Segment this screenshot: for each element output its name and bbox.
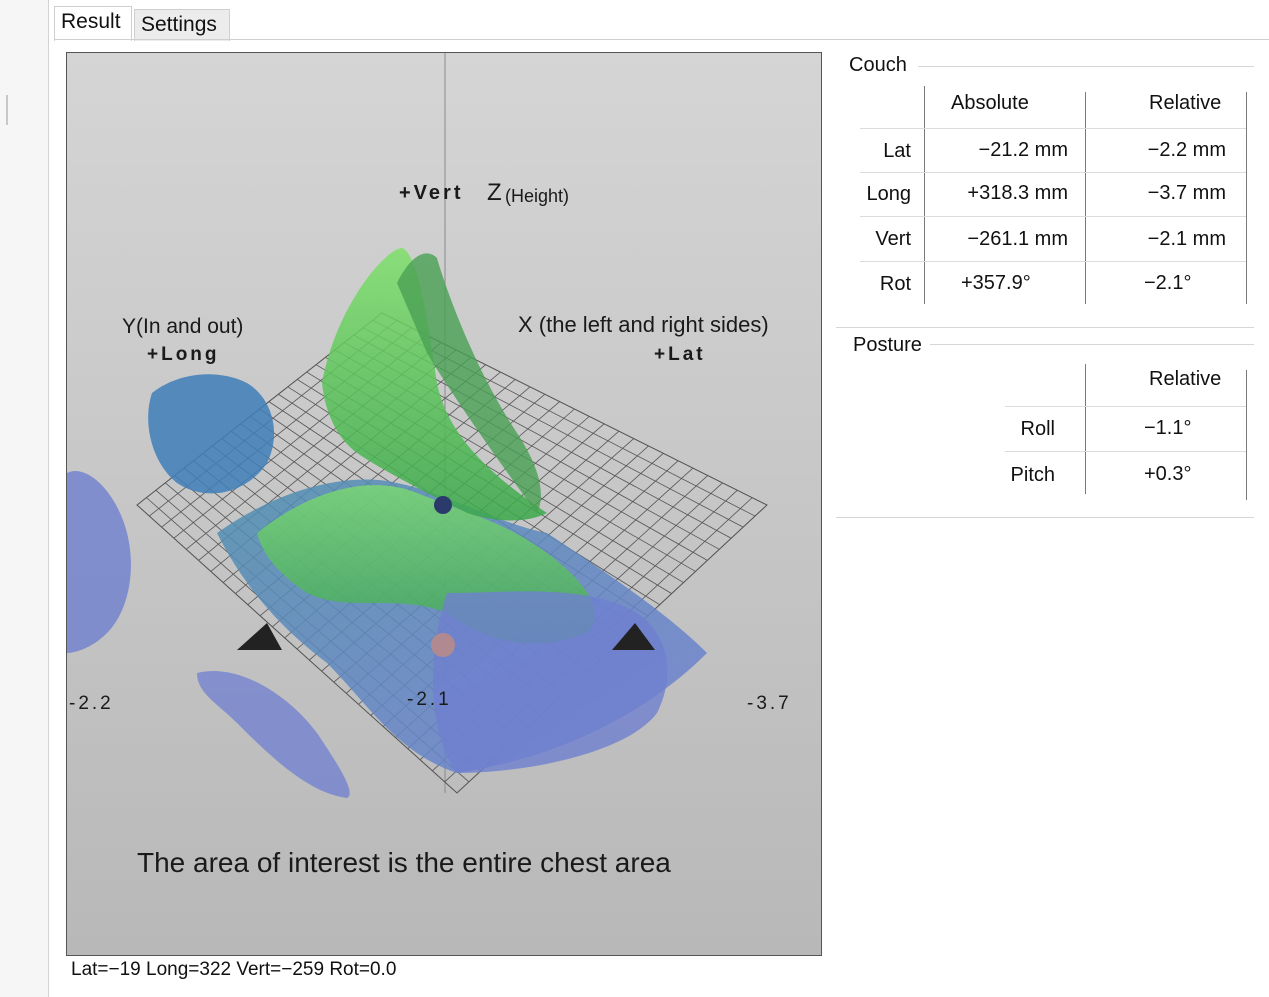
posture-row-label: Roll <box>1020 418 1055 440</box>
left-edge-surface <box>67 471 131 653</box>
left-panel-strip <box>0 0 49 997</box>
couch-header-absolute: Absolute <box>951 92 1029 114</box>
grid-outline <box>136 312 768 794</box>
lower-right-surface <box>433 591 668 773</box>
couch-row-label: Long <box>866 183 912 205</box>
lower-left-surface <box>197 671 350 798</box>
z-axis-note: (Height) <box>505 186 570 206</box>
x-axis-label: +Lat <box>654 344 706 365</box>
y-axis-name: Y(In and out) <box>122 315 244 338</box>
couch-row-absolute: −21.2 mm <box>978 139 1068 161</box>
right-cone-marker <box>612 623 655 650</box>
position-status: Lat=−19 Long=322 Vert=−259 Rot=0.0 <box>71 959 397 980</box>
couch-row-label: Rot <box>879 273 911 295</box>
surface-3d-viewer[interactable]: +Vert Z (Height) Y(In and out) +Long X (… <box>66 52 822 956</box>
tab-settings[interactable]: Settings <box>134 9 230 41</box>
couch-row-absolute: +318.3 mm <box>967 182 1068 204</box>
couch-row-relative: −2.1 mm <box>1147 228 1226 250</box>
splitter-handle[interactable] <box>6 95 8 125</box>
z-axis-name: Z <box>487 179 502 206</box>
couch-header-relative: Relative <box>1149 92 1222 114</box>
couch-row-label: Lat <box>883 140 911 162</box>
center-marker <box>434 496 452 514</box>
isocenter-marker <box>431 633 455 657</box>
couch-row-relative: −3.7 mm <box>1147 182 1226 204</box>
posture-group-bottom <box>836 517 1254 518</box>
couch-group-bottom <box>836 327 1254 328</box>
shoulder-ridge <box>397 253 541 513</box>
value-right: -3.7 <box>747 693 792 714</box>
shoulder-surface <box>322 248 547 521</box>
posture-title: Posture <box>853 334 930 357</box>
couch-row-relative: −2.2 mm <box>1147 139 1226 161</box>
arm-surface <box>148 374 275 494</box>
value-center: -2.1 <box>407 689 452 710</box>
tab-result[interactable]: Result <box>54 6 132 41</box>
posture-row-relative: +0.3° <box>1144 463 1192 485</box>
tab-divider <box>54 39 1269 40</box>
y-axis-label: +Long <box>147 344 220 365</box>
posture-header-relative: Relative <box>1149 368 1222 390</box>
posture-group-line <box>930 344 1254 345</box>
value-left: -2.2 <box>69 693 114 714</box>
couch-row-relative: −2.1° <box>1144 272 1192 294</box>
couch-row-absolute: +357.9° <box>961 272 1031 294</box>
z-axis-label: +Vert <box>399 182 464 204</box>
surface-render <box>67 53 768 798</box>
couch-row-absolute: −261.1 mm <box>967 228 1068 250</box>
couch-row-label: Vert <box>875 228 911 250</box>
couch-group-line <box>918 66 1254 67</box>
viewer-caption: The area of interest is the entire chest… <box>137 847 671 878</box>
x-axis-name: X (the left and right sides) <box>518 312 769 337</box>
left-cone-marker <box>237 623 282 650</box>
posture-row-relative: −1.1° <box>1144 417 1192 439</box>
couch-title: Couch <box>849 54 915 77</box>
posture-row-label: Pitch <box>1010 464 1055 486</box>
